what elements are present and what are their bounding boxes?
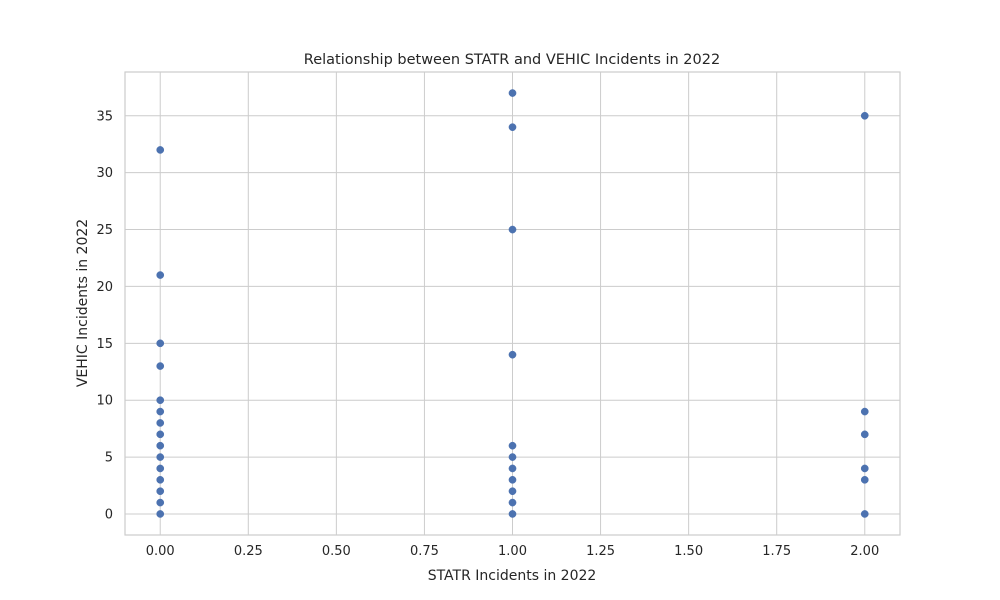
data-point [156,510,165,518]
data-point [508,453,517,461]
y-tick-label: 10 [96,394,113,409]
data-point [156,146,165,154]
y-tick-label: 0 [105,507,113,522]
x-tick-label: 1.25 [586,544,615,559]
x-tick-label: 0.75 [410,544,439,559]
chart-title: Relationship between STATR and VEHIC Inc… [304,52,720,68]
data-point [860,111,869,120]
data-point [860,464,869,473]
data-point [156,271,165,279]
x-tick-label: 0.00 [146,544,175,559]
data-point [860,475,869,484]
x-axis-label: STATR Incidents in 2022 [428,568,597,584]
data-point [156,498,165,507]
x-tick-label: 0.25 [234,544,263,559]
y-tick-label: 20 [96,280,113,295]
y-tick-label: 35 [96,109,113,124]
data-point [156,362,165,370]
data-point [508,89,517,97]
y-axis-ticks: 0 5 10 15 20 25 30 35 [96,109,113,522]
data-point [156,339,165,348]
plot-frame [124,71,901,536]
data-point [860,510,869,518]
data-point [156,396,165,405]
data-point [860,430,869,439]
data-point [508,123,517,132]
data-point [508,464,517,473]
data-point [156,430,165,439]
data-point [860,407,869,416]
data-point [508,475,517,484]
data-points [156,89,869,518]
x-tick-label: 2.00 [850,544,879,559]
data-point [508,510,517,518]
data-point [156,487,165,496]
x-tick-label: 1.50 [674,544,703,559]
y-axis-label: VEHIC Incidents in 2022 [75,219,91,387]
data-point [508,350,517,359]
data-point [156,475,165,484]
data-point [156,407,165,416]
data-point [508,487,517,496]
x-tick-label: 1.00 [498,544,527,559]
grid-lines [125,72,900,535]
y-tick-label: 15 [96,337,113,352]
data-point [508,441,517,450]
data-point [508,498,517,507]
x-tick-label: 1.75 [762,544,791,559]
y-tick-label: 25 [96,223,113,238]
data-point [156,419,165,427]
x-axis-ticks: 0.00 0.25 0.50 0.75 1.00 1.25 1.50 1.75 2.00 [146,544,879,559]
data-point [156,441,165,450]
data-point [508,225,517,234]
data-point [156,464,165,473]
y-tick-label: 5 [105,451,113,466]
x-tick-label: 0.50 [322,544,351,559]
y-tick-label: 30 [96,166,113,181]
data-point [156,453,165,461]
